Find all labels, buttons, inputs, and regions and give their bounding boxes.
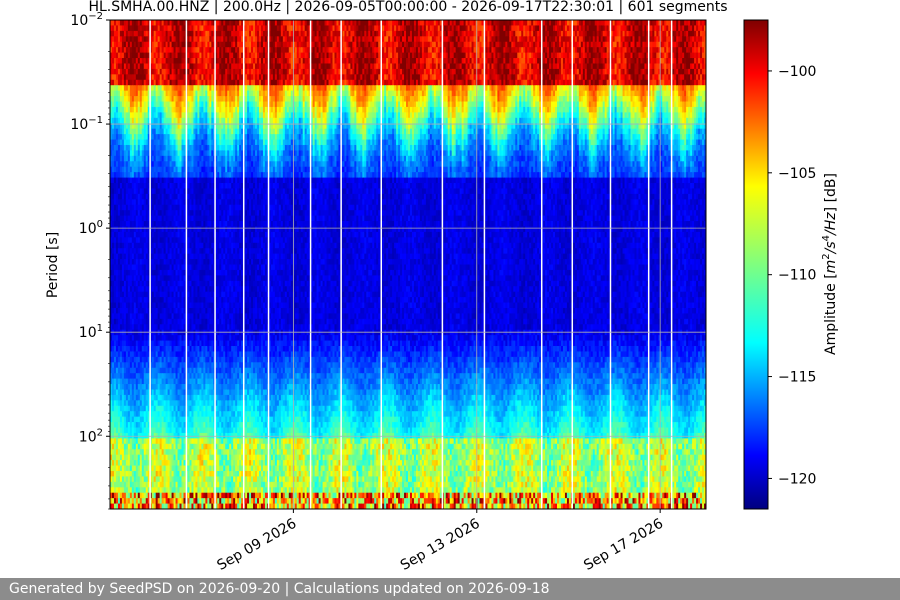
psd-spectrogram-chart: HL.SMHA.00.HNZ | 200.0Hz | 2026-09-05T00… — [0, 0, 900, 578]
chart-title: HL.SMHA.00.HNZ | 200.0Hz | 2026-09-05T00… — [88, 0, 727, 15]
